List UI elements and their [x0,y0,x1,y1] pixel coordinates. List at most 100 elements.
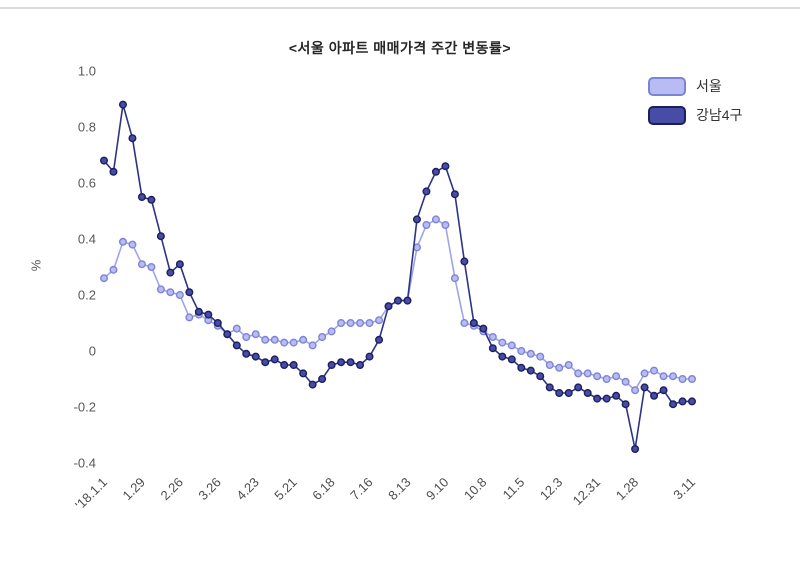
data-point [469,319,478,328]
data-point [375,316,384,325]
y-tick-label: 0 [89,344,96,359]
data-point [659,386,668,395]
data-point [109,167,118,176]
y-tick-label: 0.8 [78,120,96,135]
data-point [593,372,602,381]
data-point [99,156,108,165]
data-point [526,349,535,358]
data-point [621,377,630,386]
data-point [128,240,137,249]
data-point [564,361,573,370]
data-point [394,296,403,305]
data-point [678,375,687,384]
data-point [517,347,526,356]
top-divider [0,7,800,9]
x-tick-label: 2.26 [157,475,186,504]
data-point [327,327,336,336]
data-point [631,445,640,454]
x-tick-label: 11.5 [500,475,528,503]
data-point [299,335,308,344]
data-point [669,400,678,409]
data-point [640,369,649,378]
data-point [166,268,175,277]
data-point [299,369,308,378]
data-point [346,358,355,367]
data-point [185,313,194,322]
data-point [574,369,583,378]
data-point [137,192,146,201]
data-point [384,302,393,311]
data-point [251,352,260,361]
data-point [488,344,497,353]
data-point [175,260,184,269]
data-point [356,319,365,328]
data-point [536,352,545,361]
data-point [688,397,697,406]
data-point [318,333,327,342]
data-point [602,375,611,384]
data-point [498,352,507,361]
x-tick-label: 3.11 [670,475,698,503]
data-point [612,391,621,400]
data-point [128,134,137,143]
legend-item-gangnam4: 강남4구 [648,105,742,125]
data-point [583,389,592,398]
data-point [365,352,374,361]
x-tick-label: 6.18 [309,475,338,504]
data-point [450,274,459,283]
data-point [365,319,374,328]
x-tick-label: '18.1.1 [72,475,110,513]
data-point [375,335,384,344]
data-point [688,375,697,384]
data-point [337,319,346,328]
series-seoul [99,215,697,395]
y-tick-label: 0.4 [78,232,96,247]
data-point [118,237,127,246]
series-gangnam4 [99,100,697,454]
data-point [109,265,118,274]
data-point [308,380,317,389]
data-point [555,389,564,398]
y-tick-label: -0.2 [74,400,96,415]
data-point [555,363,564,372]
x-tick-label: 4.23 [233,475,262,504]
data-point [669,372,678,381]
data-point [403,296,412,305]
x-tick-label: 12.31 [570,475,604,509]
series-line-seoul [103,218,692,392]
data-point [318,375,327,384]
data-point [526,366,535,375]
data-point [280,361,289,370]
data-point [545,383,554,392]
data-point [346,319,355,328]
data-point [412,215,421,224]
data-point [185,288,194,297]
data-point [631,386,640,395]
data-point [450,190,459,199]
data-point [327,361,336,370]
data-point [166,288,175,297]
data-point [156,285,165,294]
data-point [517,363,526,372]
data-point [261,358,270,367]
data-point [659,372,668,381]
data-point [242,333,251,342]
data-point [650,391,659,400]
data-point [175,291,184,300]
data-point [261,335,270,344]
data-point [441,162,450,171]
data-point [242,349,251,358]
x-tick-label: 7.16 [347,475,376,504]
data-point [678,397,687,406]
data-point [232,324,241,333]
data-point [650,366,659,375]
y-tick-label: 0.6 [78,176,96,191]
data-point [507,341,516,350]
data-point [147,263,156,272]
data-point [337,358,346,367]
legend-label-seoul: 서울 [696,78,722,94]
data-point [640,383,649,392]
data-point [460,257,469,266]
